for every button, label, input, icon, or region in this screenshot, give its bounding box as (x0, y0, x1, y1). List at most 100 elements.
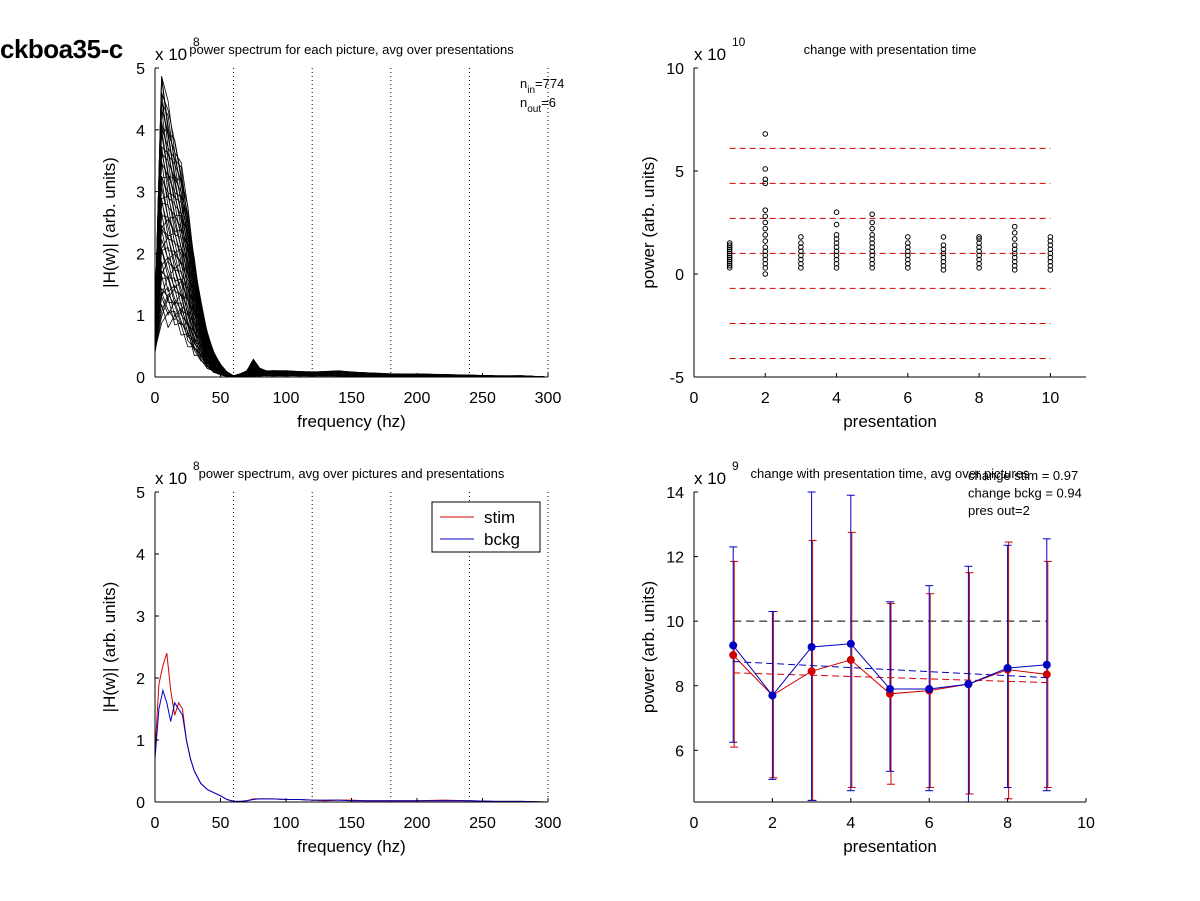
x-tick-label: 6 (925, 815, 934, 832)
spectrum-line (154, 102, 549, 378)
x-tick-label: 50 (212, 815, 230, 832)
y-tick-label: 10 (666, 61, 684, 78)
y-tick-label: 5 (136, 485, 145, 502)
x-tick-label: 6 (903, 390, 912, 407)
scatter-point (762, 213, 769, 220)
x-tick-label: 200 (404, 815, 431, 832)
y-tick-label: 3 (136, 185, 145, 202)
y-tick-label: 0 (136, 370, 145, 387)
x-tick-label: 250 (469, 390, 496, 407)
axis-exponent: 8 (193, 459, 200, 473)
legend-box (431, 501, 541, 553)
scatter-point (940, 242, 947, 248)
x-tick-label: 2 (761, 390, 770, 407)
scatter-point (869, 211, 875, 218)
x-tick-label: 0 (690, 390, 699, 407)
spectrum-line (154, 78, 549, 378)
spectrum-line (154, 76, 549, 378)
scatter-point (762, 131, 769, 137)
scatter-point (762, 176, 769, 183)
y-tick-label: 6 (675, 743, 684, 760)
y-tick-label: 2 (136, 246, 145, 263)
chart-title: change with presentation time, avg over … (751, 466, 1030, 481)
x-tick-label: 100 (273, 815, 300, 832)
scatter-point (976, 236, 982, 242)
data-point-stim (729, 651, 738, 660)
spectrum-line (154, 108, 549, 378)
spectrum-line (154, 201, 549, 378)
n-in-annotation: nin=774 (520, 76, 564, 96)
spectrum-line (154, 146, 549, 378)
x-axis-label: presentation (843, 412, 937, 431)
chart-panel-change-presentation: 0 2 4 6 8 10 -5 0 5 10 presentation power (arb. uni… (639, 35, 1086, 431)
spectrum-line (154, 151, 549, 378)
spectrum-line (154, 179, 549, 378)
data-point-bckg (729, 641, 738, 650)
y-tick-label: 8 (675, 679, 684, 696)
scatter-point (762, 225, 769, 232)
spectrum-line (154, 76, 549, 378)
legend-label-stim: stim (484, 508, 515, 527)
scatter-point (833, 232, 840, 238)
spectrum-line (154, 177, 549, 378)
y-axis-label: |H(w)| (arb. units) (100, 157, 119, 288)
y-tick-label: 4 (136, 123, 145, 140)
trend-line-stim (733, 672, 1047, 684)
scatter-point (1011, 242, 1018, 248)
data-point-bckg (925, 684, 934, 693)
x-tick-label: 10 (1041, 390, 1059, 407)
x-tick-label: 150 (338, 390, 365, 407)
y-tick-label: 10 (666, 614, 684, 631)
stat-annotation: change stim = 0.97 (968, 468, 1078, 483)
y-tick-label: 14 (666, 485, 684, 502)
y-tick-label: 0 (136, 795, 145, 812)
y-tick-label: 2 (136, 671, 145, 688)
spectrum-line (154, 175, 549, 378)
scatter-point (726, 240, 733, 246)
scatter-point (869, 232, 875, 238)
scatter-point (762, 166, 769, 172)
x-tick-label: 50 (212, 390, 230, 407)
data-point-stim (807, 667, 816, 676)
y-tick-label: 4 (136, 547, 145, 564)
series-line-stim (154, 653, 549, 803)
spectrum-line (154, 152, 549, 378)
spectrum-line (154, 128, 549, 378)
y-tick-label: 5 (136, 61, 145, 78)
scatter-point (976, 234, 982, 240)
chart-title: change with presentation time (804, 42, 977, 57)
x-tick-label: 0 (690, 815, 699, 832)
figure-title: ckboa35-c (0, 34, 123, 64)
axis-multiplier: x 10 (155, 45, 187, 64)
x-tick-label: 200 (404, 390, 431, 407)
y-tick-label: 1 (136, 308, 145, 325)
chart-title: power spectrum for each picture, avg ove… (189, 42, 514, 57)
scatter-point (1011, 223, 1018, 230)
data-point-stim (846, 655, 855, 664)
stat-annotation: pres out=2 (968, 503, 1030, 518)
spectrum-line (154, 161, 549, 378)
axis-exponent: 8 (193, 35, 200, 49)
scatter-point (726, 242, 733, 248)
spectrum-line (154, 121, 549, 378)
data-point-bckg (846, 639, 855, 648)
scatter-point (869, 219, 875, 226)
scatter-point (1047, 234, 1054, 240)
y-tick-label: 3 (136, 609, 145, 626)
data-point-bckg (1003, 663, 1012, 672)
y-tick-label: 1 (136, 733, 145, 750)
scatter-point (798, 234, 804, 240)
data-point-bckg (964, 680, 973, 689)
x-tick-label: 0 (151, 815, 160, 832)
x-axis-label: presentation (843, 837, 937, 856)
y-tick-label: -5 (670, 370, 684, 387)
spectrum-line (154, 108, 549, 378)
y-axis-label: power (arb. units) (639, 581, 658, 713)
scatter-point (833, 221, 840, 228)
y-tick-label: 12 (666, 550, 684, 567)
spectrum-line (154, 195, 549, 378)
scatter-point (905, 234, 911, 240)
x-tick-label: 2 (768, 815, 777, 832)
spectrum-line (154, 202, 549, 378)
data-point-bckg (768, 691, 777, 700)
